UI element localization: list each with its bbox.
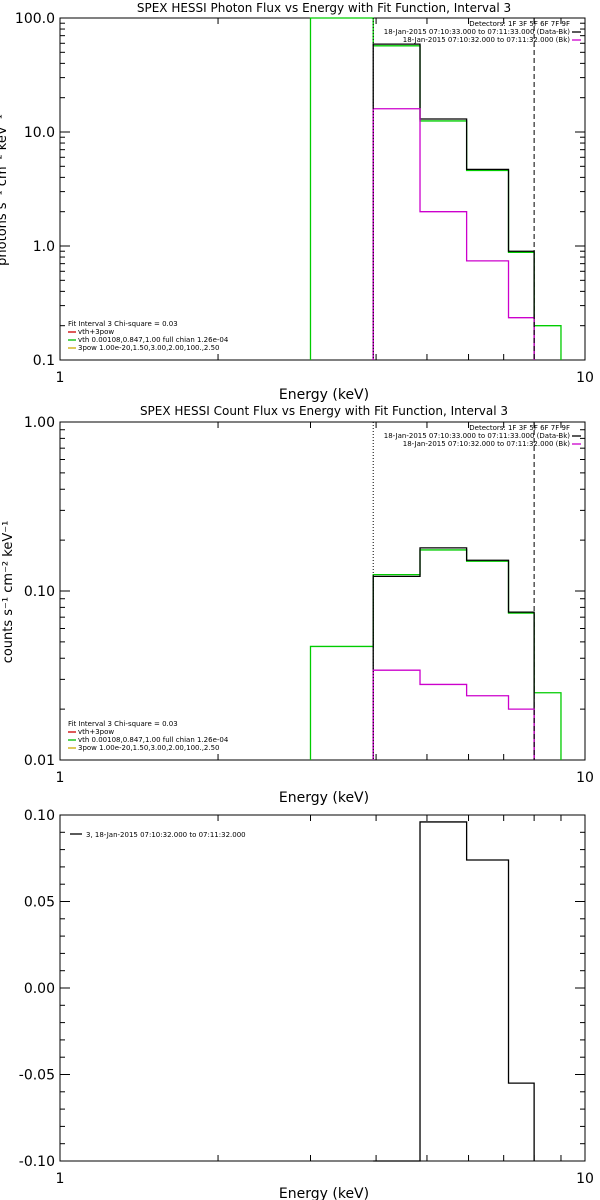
count-flux-ytick-label: 1.00 [24, 415, 55, 431]
photon-flux-legend-top-entry: Detectors: 1F 3F 5F 6F 7F 9F [469, 20, 570, 28]
count-flux-ytick-label: 0.10 [24, 584, 55, 600]
photon-flux-axis-ticks: 0.1 1.0 10.0 100.0 1 10 [15, 11, 594, 386]
residual-panel: Energy (keV) -0.10 -0.05 0.00 0.05 0.10 1 10 3… [19, 808, 594, 1200]
count-flux-xtick-label: 10 [576, 770, 594, 786]
photon-flux-title: SPEX HESSI Photon Flux vs Energy with Fi… [137, 1, 511, 15]
photon-flux-ytick-label: 1.0 [33, 239, 55, 255]
count-flux-xtick-label: 1 [56, 770, 65, 786]
count-flux-series-1 [372, 547, 535, 760]
residual-ytick-label: -0.05 [19, 1068, 55, 1084]
photon-flux-legend-top-entry: 18-Jan-2015 07:10:32.000 to 07:11:32.000… [403, 36, 571, 44]
photon-flux-panel: SPEX HESSI Photon Flux vs Energy with Fi… [0, 1, 594, 403]
count-flux-xlabel: Energy (keV) [279, 790, 369, 806]
residual-legend-entry: 3, 18-Jan-2015 07:10:32.000 to 07:11:32.… [86, 831, 246, 839]
residual-ytick-label: 0.00 [24, 981, 55, 997]
count-flux-series-2 [372, 669, 535, 760]
photon-flux-legend: Detectors: 1F 3F 5F 6F 7F 9F18-Jan-2015 … [68, 20, 581, 352]
count-flux-legend-entry: vth+3pow [78, 728, 114, 736]
photon-flux-ytick-label: 100.0 [15, 11, 55, 27]
photon-flux-legend-entry: Fit Interval 3 Chi-square = 0.03 [68, 320, 178, 328]
count-flux-title: SPEX HESSI Count Flux vs Energy with Fit… [140, 404, 508, 418]
count-flux-plot-frame [59, 421, 586, 761]
residual-xlabel: Energy (keV) [279, 1186, 369, 1200]
residual-series-0 [373, 821, 535, 1162]
photon-flux-plot-frame [59, 17, 586, 361]
photon-flux-ytick-label: 0.1 [33, 353, 55, 369]
residual-axis-ticks: -0.10 -0.05 0.00 0.05 0.10 1 10 [19, 808, 594, 1187]
residual-ytick-label: 0.10 [24, 808, 55, 824]
photon-flux-series-0 [309, 17, 562, 360]
photon-flux-legend-entry: vth 0.00108,0.847,1.00 full chian 1.26e-… [78, 336, 229, 344]
residual-xtick-label: 1 [56, 1171, 65, 1187]
residual-ytick-label: 0.05 [24, 895, 55, 911]
photon-flux-xtick-label: 10 [576, 370, 594, 386]
count-flux-panel: SPEX HESSI Count Flux vs Energy with Fit… [1, 404, 594, 806]
residual-xtick-label: 10 [576, 1171, 594, 1187]
count-flux-ylabel: counts s⁻¹ cm⁻² keV⁻¹ [1, 521, 16, 664]
residual-series [373, 821, 535, 1162]
count-flux-legend: Detectors: 1F 3F 5F 6F 7F 9F18-Jan-2015 … [68, 424, 581, 752]
photon-flux-legend-entry: 3pow 1.00e-20,1.50,3.00,2.00,100.,2.50 [78, 344, 220, 352]
count-flux-ytick-label: 0.01 [24, 753, 55, 769]
photon-flux-ylabel: photons s⁻¹ cm⁻² keV⁻¹ [0, 114, 10, 266]
photon-flux-legend-top-entry: 18-Jan-2015 07:10:33.000 to 07:11:33.000… [384, 28, 571, 36]
count-flux-series [309, 422, 562, 760]
count-flux-legend-entry: Fit Interval 3 Chi-square = 0.03 [68, 720, 178, 728]
count-flux-legend-top-entry: 18-Jan-2015 07:10:33.000 to 07:11:33.000… [384, 432, 571, 440]
residual-ytick-label: -0.10 [19, 1154, 55, 1170]
count-flux-legend-entry: vth 0.00108,0.847,1.00 full chian 1.26e-… [78, 736, 229, 744]
count-flux-axis-ticks: 0.01 0.10 1.00 1 10 [24, 415, 594, 786]
photon-flux-legend-entry: vth+3pow [78, 328, 114, 336]
photon-flux-series [309, 17, 562, 360]
count-flux-legend-top-entry: Detectors: 1F 3F 5F 6F 7F 9F [469, 424, 570, 432]
photon-flux-xlabel: Energy (keV) [279, 387, 369, 403]
photon-flux-xtick-label: 1 [56, 370, 65, 386]
photon-flux-series-2 [372, 108, 535, 360]
residual-legend: 3, 18-Jan-2015 07:10:32.000 to 07:11:32.… [70, 831, 246, 839]
residual-plot-frame [59, 814, 586, 1162]
count-flux-legend-entry: 3pow 1.00e-20,1.50,3.00,2.00,100.,2.50 [78, 744, 220, 752]
photon-flux-series-1 [372, 43, 535, 360]
count-flux-legend-top-entry: 18-Jan-2015 07:10:32.000 to 07:11:32.000… [403, 440, 571, 448]
count-flux-series-0 [309, 549, 562, 760]
photon-flux-ytick-label: 10.0 [24, 125, 55, 141]
